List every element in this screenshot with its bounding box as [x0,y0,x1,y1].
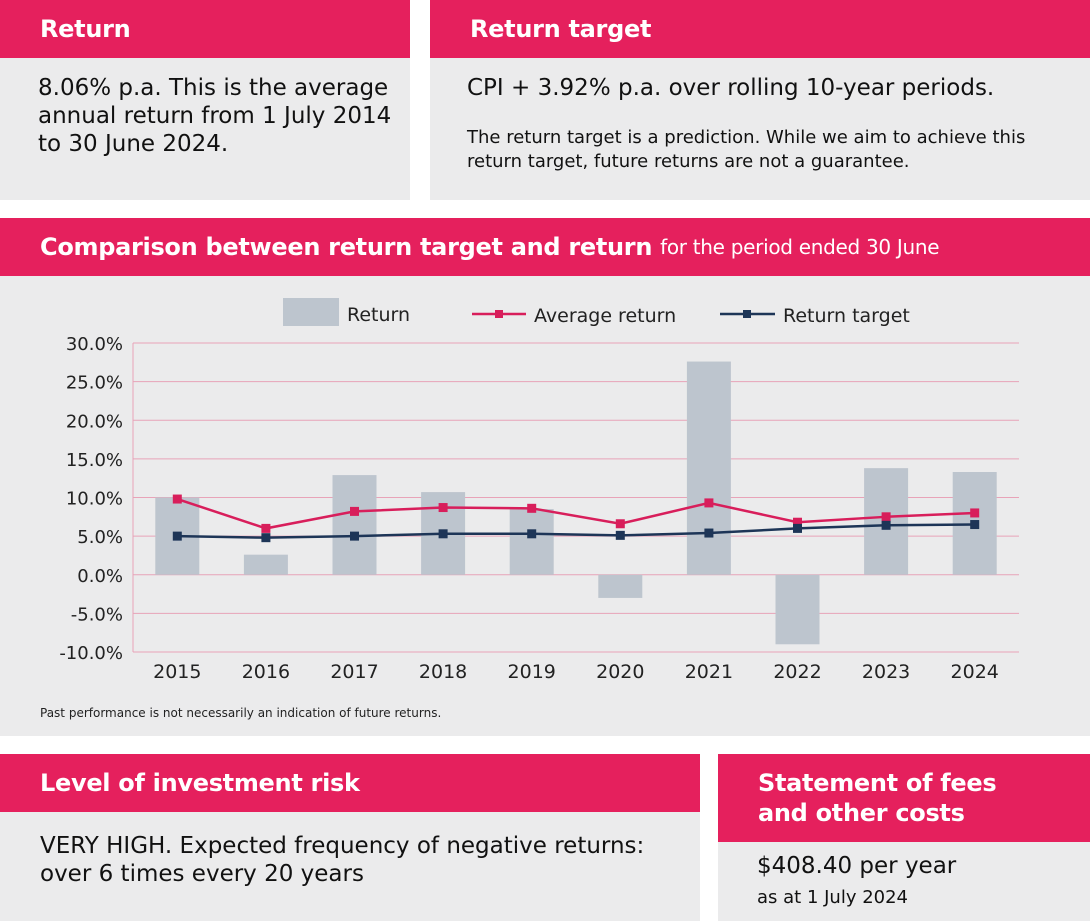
point-average-2021 [704,498,714,508]
legend-return-swatch [283,298,339,326]
x-tick-label: 2024 [951,661,999,683]
target-text: CPI + 3.92% p.a. over rolling 10-year pe… [467,75,995,101]
point-average-2015 [172,494,182,504]
fees-title-line1: Statement of fees [758,769,997,797]
point-average-2018 [438,503,448,513]
x-tick-label: 2023 [862,661,910,683]
y-tick-label: -5.0% [71,604,123,625]
chart-y-ticks: -10.0% -5.0% 0.0% 5.0% 10.0% 15.0% 20.0% 25.0% 3… [59,334,123,664]
bar-return-2020 [598,574,643,598]
target-note: The return target is a prediction. While… [467,127,1026,172]
point-target-2018 [438,529,448,539]
comparison-header: Comparison between return target and ret… [0,218,1090,276]
line-average [176,497,975,530]
point-average-2022 [793,517,802,527]
point-target-2020 [615,530,625,540]
point-target-2023 [881,520,891,530]
risk-title: Level of investment risk [40,769,360,797]
legend-target-marker [743,310,751,318]
chart-markers [172,494,980,543]
legend-return-label: Return [347,304,410,326]
x-tick-label: 2017 [330,661,378,683]
point-target-2022 [793,523,802,533]
chart-legend: Return Average return Return target [283,298,910,327]
point-average-2017 [350,506,359,516]
risk-text: VERY HIGH. Expected frequency of negativ… [40,833,645,887]
point-average-2016 [261,523,271,533]
chart-bars [155,361,997,645]
bar-return-2022 [775,574,820,645]
point-target-2019 [527,529,537,539]
x-tick-label: 2020 [596,661,644,683]
point-average-2024 [970,508,980,518]
x-tick-label: 2022 [773,661,821,683]
point-target-2015 [172,531,182,541]
risk-header: Level of investment risk [0,754,700,812]
point-target-2017 [350,531,359,541]
legend-target-label: Return target [783,305,910,327]
bar-return-2019 [509,509,554,575]
chart-lines [176,497,975,539]
y-tick-label: 25.0% [66,373,123,394]
x-tick-label: 2021 [685,661,733,683]
comparison-title: Comparison between return target and ret… [40,233,653,261]
legend-average-label: Average return [534,305,676,327]
y-tick-label: 5.0% [77,527,123,548]
comparison-panel [0,218,1090,736]
return-title: Return [40,15,131,43]
bar-return-2016 [243,554,288,575]
y-tick-label: 0.0% [77,566,123,587]
return-header: Return [0,0,410,58]
y-tick-label: 15.0% [66,450,123,471]
fees-amount: $408.40 per year [757,853,957,879]
target-title: Return target [470,15,652,43]
chart-footnote: Past performance is not necessarily an i… [40,706,442,720]
y-tick-label: 20.0% [66,411,123,432]
x-tick-label: 2018 [419,661,467,683]
point-average-2019 [527,503,537,513]
fees-title-line2: and other costs [758,799,965,827]
x-tick-label: 2019 [508,661,556,683]
x-tick-label: 2016 [242,661,290,683]
bar-return-2021 [686,361,731,575]
point-target-2024 [970,520,980,530]
point-average-2020 [615,519,625,529]
y-tick-label: -10.0% [59,643,123,664]
point-target-2021 [704,528,714,538]
point-target-2016 [261,533,271,543]
legend-average-marker [495,310,503,318]
fees-header: Statement of fees and other costs [718,754,1090,842]
line-target [177,523,975,539]
x-tick-label: 2015 [153,661,201,683]
y-tick-label: 10.0% [66,489,123,510]
point-average-2023 [881,512,891,522]
chart-x-ticks: 2015 2016 2017 2018 2019 2020 2021 2022 2023 2024 [153,661,999,683]
fees-as-at: as at 1 July 2024 [757,887,909,908]
return-text: 8.06% p.a. This is the average annual re… [38,75,392,157]
bar-return-2017 [332,475,377,575]
comparison-chart: Return Average return Return target -10.… [59,298,1019,683]
comparison-subtitle: for the period ended 30 June [660,235,940,259]
target-header: Return target [430,0,1090,58]
y-tick-label: 30.0% [66,334,123,355]
